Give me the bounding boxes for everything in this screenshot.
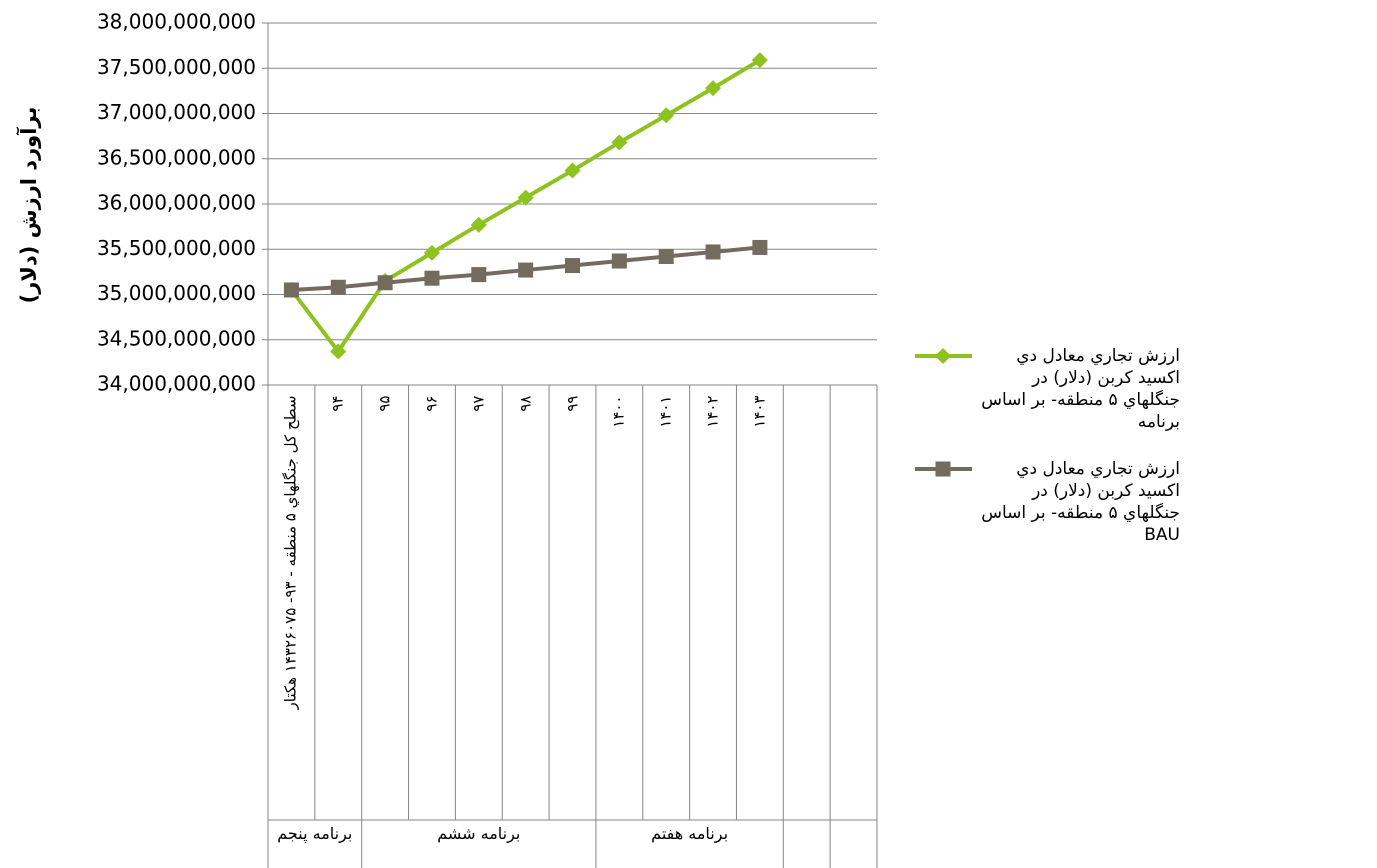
x-tick-label: ۹۷	[469, 395, 488, 412]
x-tick-label: ۱۴۰۳	[750, 395, 769, 428]
y-tick-label: 36,000,000,000	[97, 191, 256, 215]
y-tick-label: 34,000,000,000	[97, 372, 256, 396]
group-label: برنامه هفتم	[651, 824, 729, 843]
y-tick-label: 37,000,000,000	[97, 100, 256, 124]
marker	[935, 348, 951, 364]
x-tick-label: ۹۹	[563, 395, 581, 412]
x-tick-label: سطح کل جنگلهاي ۵ منطقه - ۹۳- ۱۴۳۲۶۰۷۵ هک…	[281, 395, 300, 709]
marker	[330, 279, 346, 295]
marker	[565, 258, 580, 274]
marker	[752, 239, 768, 255]
marker	[518, 262, 534, 278]
marker	[517, 189, 534, 206]
marker	[423, 244, 440, 261]
group-label: برنامه ششم	[437, 824, 521, 843]
x-tick-label: ۱۴۰۰	[609, 395, 628, 428]
legend-label: ارزش تجاري معادل دي اكسيد كربن (دلار) در…	[981, 346, 1180, 432]
x-tick-label: ۹۶	[422, 395, 441, 412]
y-tick-label: 38,000,000,000	[97, 10, 256, 34]
x-tick-label: ۹۸	[516, 395, 535, 412]
marker	[424, 270, 440, 286]
marker	[611, 253, 627, 269]
marker	[611, 134, 628, 151]
marker	[751, 52, 768, 69]
group-label: برنامه پنجم	[277, 824, 353, 843]
marker	[705, 244, 721, 260]
legend-label: ارزش تجاري معادل دي اكسيد كربن (دلار) در…	[981, 459, 1180, 545]
y-tick-label: 36,500,000,000	[97, 145, 256, 169]
series-line	[289, 58, 761, 355]
marker	[658, 248, 674, 264]
marker	[377, 275, 393, 291]
y-tick-label: 37,500,000,000	[97, 55, 256, 79]
marker	[935, 461, 951, 477]
y-tick-label: 34,500,000,000	[97, 326, 256, 350]
x-tick-label: ۹۴	[328, 395, 347, 412]
marker	[658, 107, 675, 124]
marker	[471, 267, 487, 283]
marker	[705, 80, 722, 97]
y-tick-label: 35,000,000,000	[97, 281, 256, 305]
x-tick-label: ۱۴۰۱	[656, 395, 675, 428]
marker	[283, 282, 299, 298]
x-tick-label: ۹۵	[375, 395, 394, 412]
marker	[564, 162, 581, 179]
y-axis-title: برآورد ارزش (دلار)	[16, 107, 41, 304]
x-tick-label: ۱۴۰۲	[703, 395, 722, 428]
y-tick-label: 35,500,000,000	[97, 236, 256, 260]
marker	[470, 216, 487, 233]
marker	[330, 343, 347, 360]
